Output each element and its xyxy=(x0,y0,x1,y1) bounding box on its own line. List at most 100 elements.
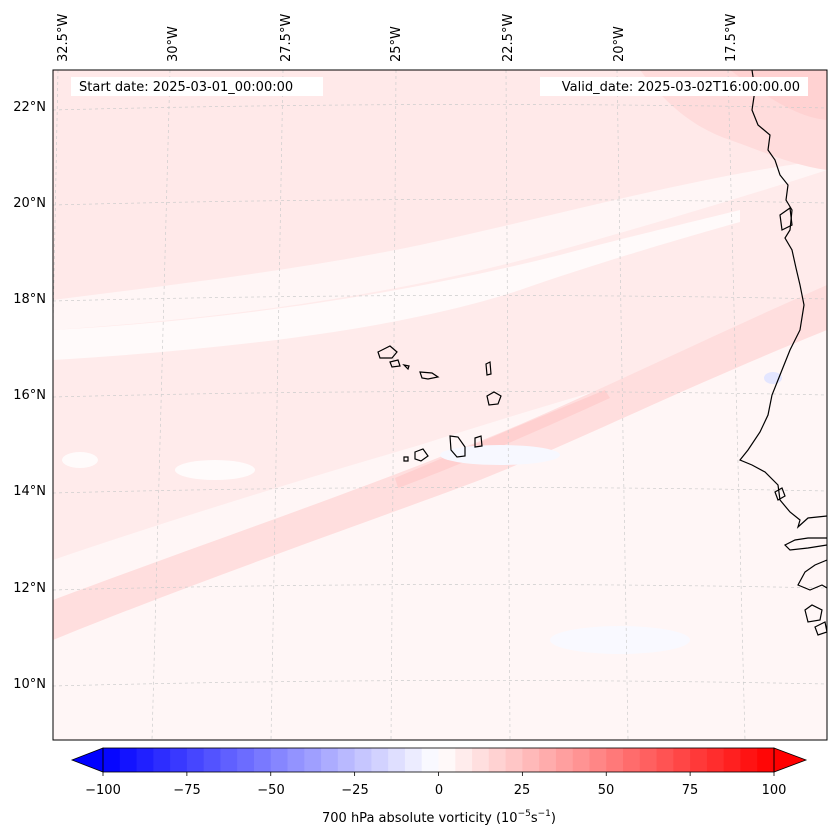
lat-label-22n: 22°N xyxy=(13,100,46,115)
colorbar-segment xyxy=(136,748,154,772)
coastline-gambia xyxy=(783,537,827,551)
meridian-20w xyxy=(616,70,629,740)
cbar-tick-label-75: 75 xyxy=(682,783,699,798)
colorbar-segment xyxy=(639,748,658,772)
colorbar-segment xyxy=(472,748,490,772)
cbar-tick-label-neg75: −75 xyxy=(173,783,200,798)
cbar-tick-label-neg50: −50 xyxy=(257,783,284,798)
cape-verde-islands xyxy=(377,345,502,462)
lat-label-10n: 10°N xyxy=(13,677,46,692)
colorbar-segment xyxy=(757,748,775,772)
colorbar-segment xyxy=(337,748,356,772)
colorbar-segment xyxy=(103,748,121,772)
colorbar-segment xyxy=(706,748,725,772)
colorbar-segment xyxy=(203,748,222,772)
colorbar-segment xyxy=(119,748,138,772)
island-coast-inlet xyxy=(779,206,793,231)
map-frame xyxy=(52,69,828,741)
lon-label-32-5w: 32.5°W xyxy=(56,14,71,62)
parallel-16n xyxy=(53,391,827,398)
graticule xyxy=(53,70,827,740)
colorbar-segment xyxy=(539,748,557,772)
meridian-27-5w xyxy=(270,70,284,740)
colorbar-segment xyxy=(304,748,322,772)
start-date-label: Start date: 2025-03-01_00:00:00 xyxy=(79,80,293,95)
colorbar-segment xyxy=(153,748,171,772)
colorbar-segment xyxy=(170,748,188,772)
island-santiago xyxy=(449,435,466,458)
island-boa-vista xyxy=(486,391,502,406)
island-brava xyxy=(403,456,409,462)
colorbar-segment xyxy=(455,748,473,772)
island-santa-luzia xyxy=(402,364,410,371)
colorbar-segment xyxy=(186,748,205,772)
colorbar-segment xyxy=(388,748,406,772)
colorbar-segment xyxy=(723,748,742,772)
cbar-tick-label-neg100: −100 xyxy=(85,783,121,798)
colorbar-ticks xyxy=(102,772,775,776)
colorbar-segment xyxy=(220,748,238,772)
colorbar-segment xyxy=(740,748,758,772)
colorbar-title: 700 hPa absolute vorticity (10−5s−1) xyxy=(322,809,556,826)
island-maio xyxy=(474,435,483,448)
meridian-30w xyxy=(151,70,171,740)
lon-label-30w: 30°W xyxy=(166,26,181,62)
longitude-labels: 32.5°W 30°W 27.5°W 25°W 22.5°W 20°W 17.5… xyxy=(56,14,739,62)
parallel-20n xyxy=(53,199,827,206)
coastline-guinea-bissau xyxy=(797,559,827,591)
lat-label-16n: 16°N xyxy=(13,388,46,403)
colorbar-title-end: ) xyxy=(551,811,556,826)
colorbar-segment xyxy=(522,748,540,772)
colorbar-segment xyxy=(488,748,507,772)
meridian-25w xyxy=(390,70,397,740)
island-fogo xyxy=(414,448,429,462)
colorbar-segment xyxy=(505,748,523,772)
coastlines xyxy=(739,70,827,636)
colorbar-title-exp2: −1 xyxy=(538,809,551,819)
parallel-14n xyxy=(53,487,827,494)
island-santo-antao xyxy=(377,345,398,359)
colorbar-segment xyxy=(623,748,641,772)
start-date-box xyxy=(71,77,323,96)
cbar-tick-label-50: 50 xyxy=(598,783,615,798)
cbar-tick-label-0: 0 xyxy=(435,783,443,798)
map-panel: Start date: 2025-03-01_00:00:00 Valid_da… xyxy=(13,14,828,741)
vorticity-band-north xyxy=(53,70,827,300)
colorbar-segment xyxy=(589,748,607,772)
vorticity-negative-patch-3 xyxy=(550,626,690,654)
lon-label-20w: 20°W xyxy=(612,26,627,62)
parallel-10n xyxy=(53,680,827,687)
colorbar-segment xyxy=(555,748,574,772)
coastline-africa xyxy=(739,70,827,529)
colorbar-segment xyxy=(606,748,624,772)
colorbar-low-extension xyxy=(70,747,104,773)
colorbar-segment xyxy=(354,748,373,772)
colorbar-segment xyxy=(656,748,674,772)
meridian-17-5w xyxy=(727,70,746,740)
colorbar-segment xyxy=(404,748,423,772)
island-sao-nicolau xyxy=(419,371,440,380)
vorticity-negative-patch-2 xyxy=(440,445,560,465)
vorticity-band-wide xyxy=(53,170,827,560)
colorbar-high-extension xyxy=(773,747,808,773)
colorbar-segment xyxy=(438,748,456,772)
vorticity-patch-west xyxy=(62,452,98,468)
lat-label-14n: 14°N xyxy=(13,484,46,499)
cbar-tick-label-neg25: −25 xyxy=(341,783,368,798)
colorbar-title-main: 700 hPa absolute vorticity (10 xyxy=(322,811,518,826)
lon-label-17-5w: 17.5°W xyxy=(724,14,739,62)
meridian-22-5w xyxy=(505,70,511,740)
colorbar-segment xyxy=(237,748,255,772)
vorticity-field xyxy=(53,70,827,654)
lon-label-27-5w: 27.5°W xyxy=(279,14,294,62)
colorbar-segment xyxy=(270,748,289,772)
colorbar-segments xyxy=(103,748,775,772)
lon-label-25w: 25°W xyxy=(389,26,404,62)
colorbar-segment xyxy=(321,748,339,772)
lon-label-22-5w: 22.5°W xyxy=(501,14,516,62)
island-sao-vicente xyxy=(389,359,401,368)
lat-label-18n: 18°N xyxy=(13,292,46,307)
vorticity-streak-white xyxy=(53,210,740,360)
colorbar-tick-labels: −100 −75 −50 −25 0 25 50 75 100 xyxy=(85,783,786,798)
parallel-22n xyxy=(53,104,827,111)
